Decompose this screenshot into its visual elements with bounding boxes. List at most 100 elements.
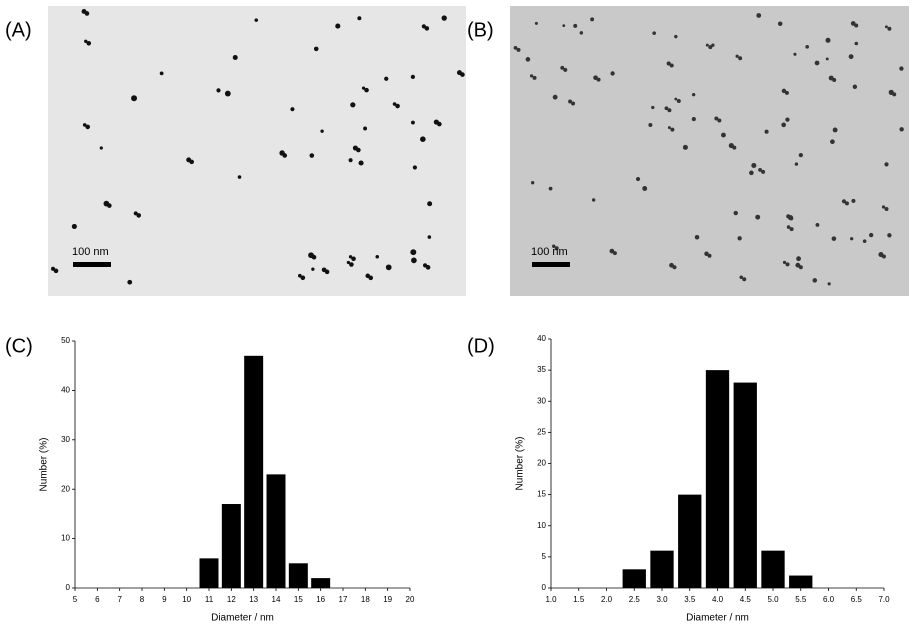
particle (346, 260, 351, 265)
particle (892, 92, 897, 97)
scale-bar (73, 262, 111, 267)
particle (848, 54, 854, 60)
bar (789, 575, 813, 588)
particle (781, 88, 787, 94)
particle (868, 232, 874, 238)
particle (642, 186, 648, 191)
x-tick-label: 2.0 (601, 595, 613, 604)
particle (324, 269, 330, 275)
y-tick-label: 0 (542, 583, 547, 592)
particle (363, 126, 368, 131)
particle (392, 102, 397, 106)
particle (664, 106, 669, 111)
particle (735, 54, 739, 58)
particle (704, 251, 709, 256)
bar (311, 578, 331, 588)
particle (652, 31, 656, 35)
particle (825, 37, 831, 43)
x-tick-label: 3.5 (684, 595, 696, 604)
particle (851, 198, 856, 203)
particle (357, 16, 362, 21)
particle (749, 170, 754, 176)
particle (707, 253, 712, 258)
particle (216, 88, 221, 93)
x-tick-label: 8 (140, 595, 145, 604)
y-tick-label: 40 (61, 386, 70, 395)
particle (311, 267, 315, 271)
y-tick-label: 0 (66, 583, 71, 592)
x-tick-label: 7 (117, 595, 122, 604)
particle (425, 265, 431, 270)
y-tick-label: 50 (61, 336, 70, 345)
particle (674, 97, 678, 101)
particle (737, 236, 742, 241)
particle (320, 129, 324, 133)
x-axis-label: Diameter / nm (211, 613, 274, 624)
particle (420, 136, 426, 142)
particle (568, 99, 573, 104)
particle (349, 262, 354, 267)
x-tick-label: 10 (182, 595, 191, 604)
particle (764, 129, 769, 134)
particle (71, 223, 77, 230)
particle (887, 26, 892, 31)
particle (232, 54, 238, 61)
x-tick-label: 16 (316, 595, 325, 604)
particle (708, 45, 713, 50)
particle (781, 122, 787, 128)
particle (672, 265, 677, 270)
particle (189, 159, 194, 165)
particle (786, 225, 791, 229)
particle (610, 71, 615, 76)
particle (825, 57, 829, 61)
y-tick-label: 30 (537, 396, 546, 405)
particle (742, 277, 747, 282)
particle (412, 165, 417, 170)
particle (798, 265, 803, 270)
particle (351, 256, 356, 262)
x-tick-label: 15 (294, 595, 303, 604)
x-tick-label: 17 (339, 595, 348, 604)
particle (368, 275, 374, 281)
particle (313, 46, 319, 52)
scale-bar (532, 262, 570, 267)
particle (789, 227, 794, 232)
particle (667, 108, 672, 113)
particle (676, 99, 681, 104)
y-axis-label: Number (%) (39, 438, 50, 492)
particle (732, 145, 737, 150)
particle (348, 158, 353, 163)
particle (667, 126, 671, 130)
particle (884, 206, 889, 211)
particle (761, 169, 766, 174)
particle (350, 102, 356, 108)
particle (300, 275, 306, 281)
y-tick-label: 30 (61, 435, 70, 444)
particle (410, 74, 416, 79)
particle (666, 61, 671, 66)
particle (411, 120, 415, 125)
particle (648, 122, 653, 127)
x-tick-label: 7.0 (878, 595, 890, 604)
panel-label: (B) (467, 19, 494, 41)
particle (437, 121, 442, 127)
particle (786, 214, 791, 219)
particle (131, 95, 138, 102)
y-tick-label: 10 (537, 521, 546, 530)
particle (82, 123, 87, 127)
particle (563, 67, 568, 72)
tem-image (510, 6, 909, 296)
x-tick-label: 4.5 (740, 595, 752, 604)
panel-label: (D) (467, 335, 495, 357)
particle (384, 76, 389, 81)
particle (694, 235, 700, 240)
y-tick-label: 10 (61, 534, 70, 543)
particle (805, 45, 809, 49)
particle (862, 239, 867, 243)
particle (53, 268, 59, 274)
particle (424, 26, 430, 31)
particle (884, 25, 888, 29)
particle (551, 244, 556, 249)
particle (844, 201, 849, 206)
